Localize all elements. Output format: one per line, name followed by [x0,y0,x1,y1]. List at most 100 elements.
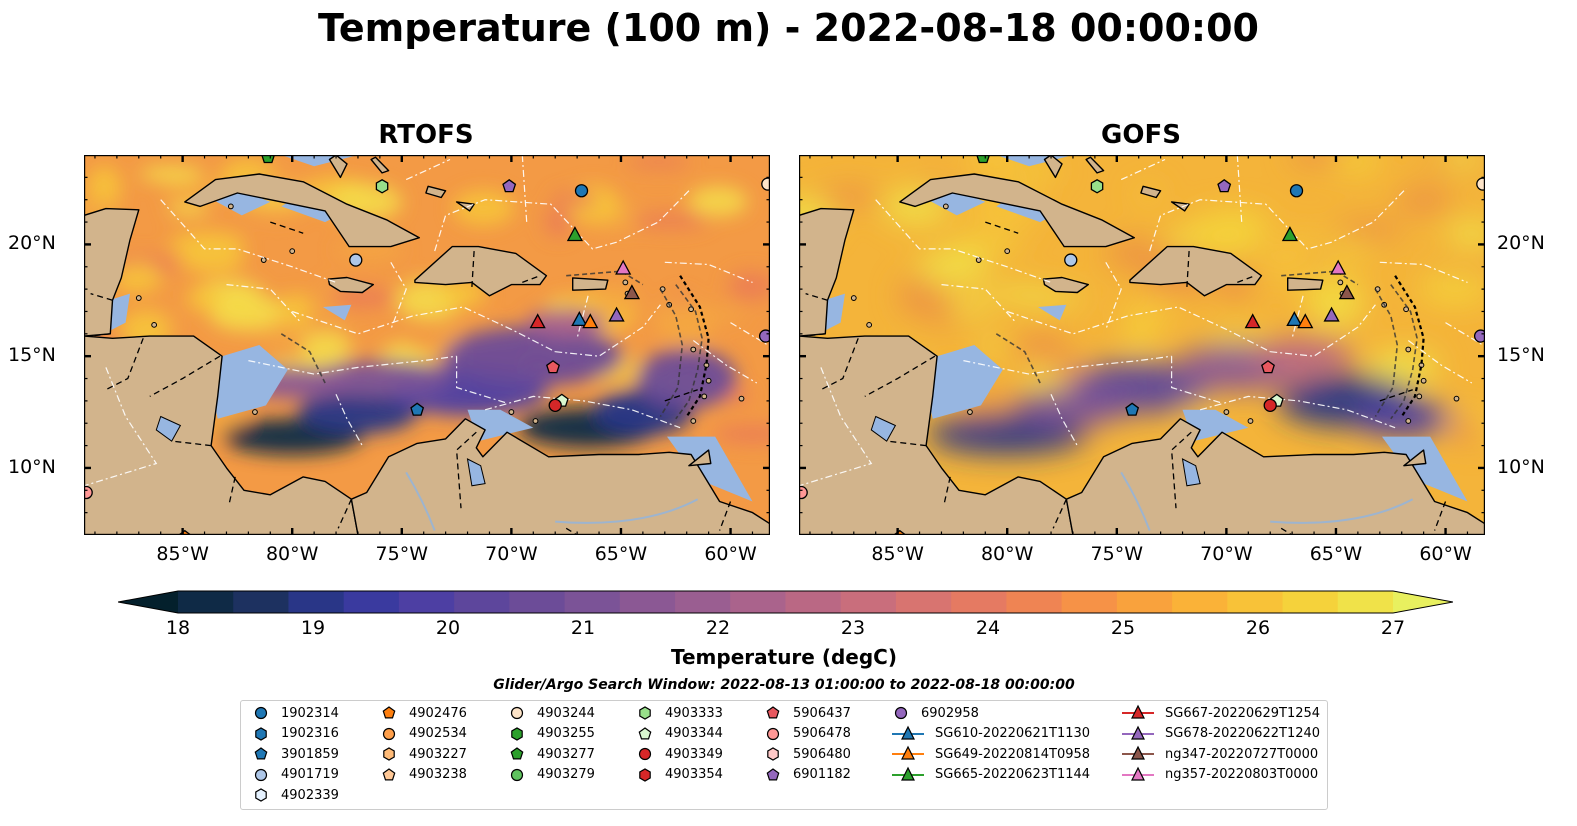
legend-label: 4903333 [665,705,723,721]
x-tick-label: 60°W [1419,543,1472,565]
y-tick-label-right: 20°N [1497,232,1545,255]
float-marker-4903333[interactable] [375,179,389,194]
panel-title-gofs: GOFS [1101,120,1181,150]
legend-label: 4902534 [409,726,467,741]
hexagon-marker-icon [767,747,779,761]
legend-label: 4903227 [409,746,467,762]
float-marker-4903244[interactable] [761,177,770,191]
float-marker-6901182[interactable] [1217,178,1232,193]
float-marker-4901719[interactable] [349,253,363,267]
legend-label: 4903277 [537,746,595,762]
colorbar-segment [951,591,1008,613]
float-marker-6902958[interactable] [758,329,770,343]
legend-label: ng347-20220727T0000 [1165,746,1319,762]
map-panel-rtofs[interactable] [84,155,770,535]
legend-item: 4903238 [379,765,467,785]
colorbar [118,590,1453,614]
legend-label: 3901859 [281,746,339,762]
float-marker-1902314[interactable] [574,184,589,198]
legend-label: 1902314 [281,705,339,721]
colorbar-segment [454,591,510,613]
x-tick-label: 70°W [1200,543,1253,565]
glider-SG667[interactable] [529,313,546,329]
glider-ng347[interactable] [1338,284,1356,300]
colorbar-segment [1061,591,1118,613]
legend-item: 4903255 [507,724,595,744]
float-marker-5906478[interactable] [84,485,93,500]
float-marker-1902314[interactable] [1289,184,1304,198]
x-tick-label: 70°W [485,543,538,565]
triangle-line-marker-icon [1122,745,1154,760]
colorbar-tick-label: 18 [165,617,191,639]
glider-ng357[interactable] [1330,259,1347,275]
triangle-line-marker-icon [892,766,924,781]
pentagon-marker-icon [382,767,396,780]
glider-SG665[interactable] [1281,226,1299,242]
float-marker-4903277[interactable] [261,155,276,164]
panel-title-rtofs: RTOFS [378,120,474,150]
y-tick-label-left: 15°N [8,344,56,367]
glider-SG610[interactable] [1286,311,1303,327]
legend-label: 5906480 [793,746,851,762]
pentagon-marker-icon [510,747,524,760]
legend-item: 4903349 [635,744,723,764]
circle-marker-icon [510,768,524,781]
float-marker-3901859[interactable] [410,402,425,416]
legend-label: SG665-20220623T1144 [935,767,1091,782]
glider-SG678[interactable] [1323,306,1340,322]
colorbar-segment [1116,591,1173,613]
legend: 1902314 1902316 3901859 4901719 4902339 49024… [240,700,1328,810]
float-marker-4901719[interactable] [1064,253,1078,267]
legend-item: SG678-20220622T1240 [1121,724,1320,744]
float-marker-4903333[interactable] [1090,179,1104,194]
colorbar-segment [288,591,345,613]
colorbar-tick-label: 22 [705,617,731,639]
float-marker-5906437[interactable] [546,360,560,374]
legend-item: 1902314 [251,703,339,723]
legend-label: 4903244 [537,705,595,721]
glider-ng357[interactable] [615,259,632,275]
float-marker-4903349[interactable] [1263,398,1277,413]
colorbar-label: Temperature (degC) [671,645,897,669]
legend-label: 1902316 [281,726,339,741]
glider-SG678[interactable] [608,306,625,322]
float-marker-4903244[interactable] [1476,177,1485,191]
x-tick-label: 85°W [156,543,209,565]
legend-label: 6902958 [921,705,979,721]
glider-SG667[interactable] [1244,313,1261,329]
glider-SG649[interactable] [582,313,599,329]
legend-label: 5906478 [793,726,851,741]
legend-label: 4902339 [281,787,339,803]
colorbar-segment [509,591,566,613]
colorbar-segment [1227,591,1284,613]
legend-item: 4903279 [507,765,595,785]
colorbar-tick-label: 27 [1380,617,1406,639]
float-marker-3901859[interactable] [1125,402,1140,416]
glider-SG649[interactable] [1297,313,1314,329]
glider-SG665[interactable] [566,226,584,242]
float-marker-4903277[interactable] [976,155,991,164]
colorbar-segment [840,591,897,613]
legend-item: ng357-20220803T0000 [1121,765,1318,785]
float-marker-5906437[interactable] [1261,360,1275,374]
legend-label: 6901182 [793,767,851,782]
float-marker-5906478[interactable] [799,485,808,500]
y-tick-label-left: 10°N [8,455,56,478]
legend-item: 6902958 [891,703,979,723]
pentagon-marker-icon [254,747,268,760]
legend-label: ng357-20220803T0000 [1165,767,1319,782]
circle-marker-icon [894,706,908,720]
colorbar-segment [619,591,676,613]
float-marker-6901182[interactable] [502,178,517,193]
float-marker-6902958[interactable] [1473,329,1485,343]
x-tick-label: 85°W [871,543,924,565]
glider-SG610[interactable] [571,311,588,327]
legend-item: 4901719 [251,765,339,785]
legend-label: 4902476 [409,705,467,721]
map-panel-gofs[interactable] [799,155,1485,535]
legend-label: 4903279 [537,767,595,782]
float-marker-4903349[interactable] [548,398,562,413]
glider-ng347[interactable] [623,284,641,300]
legend-item: SG649-20220814T0958 [891,744,1090,764]
legend-label: SG610-20220621T1130 [935,726,1091,741]
